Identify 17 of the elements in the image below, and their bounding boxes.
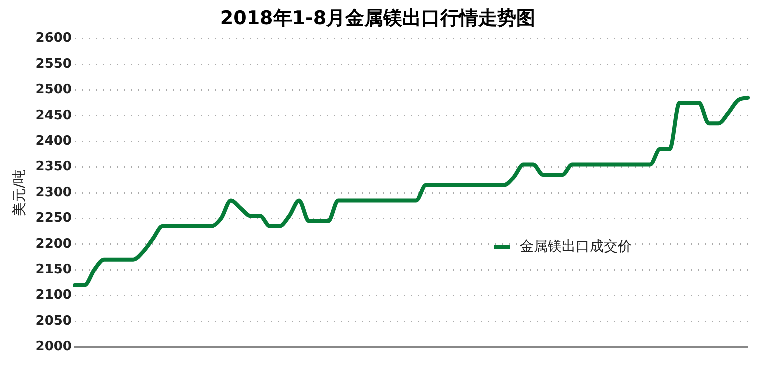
y-tick-label: 2300 (36, 185, 72, 200)
y-tick-label: 2100 (36, 288, 72, 304)
y-tick-label: 2200 (36, 236, 72, 252)
y-axis-title: 美元/吨 (12, 170, 28, 216)
y-tick-label: 2250 (36, 211, 72, 226)
line-series (72, 96, 750, 288)
y-tick-label: 2350 (36, 160, 72, 175)
y-tick-label: 2000 (36, 340, 72, 355)
y-tick-label: 2500 (36, 82, 72, 98)
y-tick-label: 2400 (36, 134, 72, 149)
y-tick-label: 2600 (36, 31, 72, 46)
legend-label: 金属镁出口成交价 (520, 238, 632, 256)
y-tick-label: 2050 (36, 314, 72, 329)
y-tick-label: 2150 (36, 262, 72, 278)
y-tick-label: 2550 (36, 56, 72, 72)
chart-title: 2018年1-8月金属镁出口行情走势图 (220, 7, 536, 30)
y-tick-label: 2450 (36, 108, 72, 124)
